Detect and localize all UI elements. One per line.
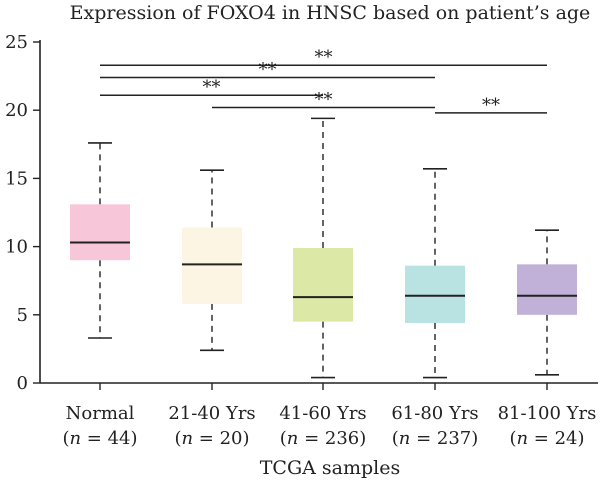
box [182,227,242,304]
category-label: Normal [66,403,135,424]
box [517,264,577,315]
category-label: 81-100 Yrs [498,403,597,424]
y-tick-label: 25 [5,32,28,53]
significance-label: ** [259,59,277,80]
y-tick-label: 20 [5,100,28,121]
axes: 0 5 10 15 20 25 [5,32,598,394]
box-group [182,169,242,352]
sample-size-label: (n = 24) [509,428,584,449]
sample-size-label: (n = 236) [280,428,367,449]
sample-size-label: (n = 20) [174,428,249,449]
category-label: 21-40 Yrs [168,403,255,424]
y-tick-label: 0 [17,373,28,394]
significance-brackets: ** ** ** ** ** [100,47,547,116]
category-label: 41-60 Yrs [279,403,366,424]
box [405,265,465,323]
y-tick-label: 10 [5,237,28,258]
significance-label: ** [315,47,333,68]
x-category-labels: Normal (n = 44) 21-40 Yrs (n = 20) 41-60 Yrs… [62,403,596,449]
significance-label: ** [203,77,221,98]
chart-title: Expression of FOXO4 in HNSC based on pat… [70,2,591,24]
significance-label: ** [482,95,500,116]
box-group [293,117,353,379]
category-label: 61-80 Yrs [391,403,478,424]
sample-size-label: (n = 44) [62,428,137,449]
sample-size-label: (n = 237) [392,428,479,449]
box-group [70,142,130,339]
y-tick-label: 5 [17,305,28,326]
x-axis-label: TCGA samples [260,457,400,479]
box-group [405,168,465,379]
y-tick-label: 15 [5,168,28,189]
box-group [517,229,577,376]
box [70,204,130,261]
significance-label: ** [315,89,333,110]
boxes [70,117,577,379]
box [293,247,353,322]
